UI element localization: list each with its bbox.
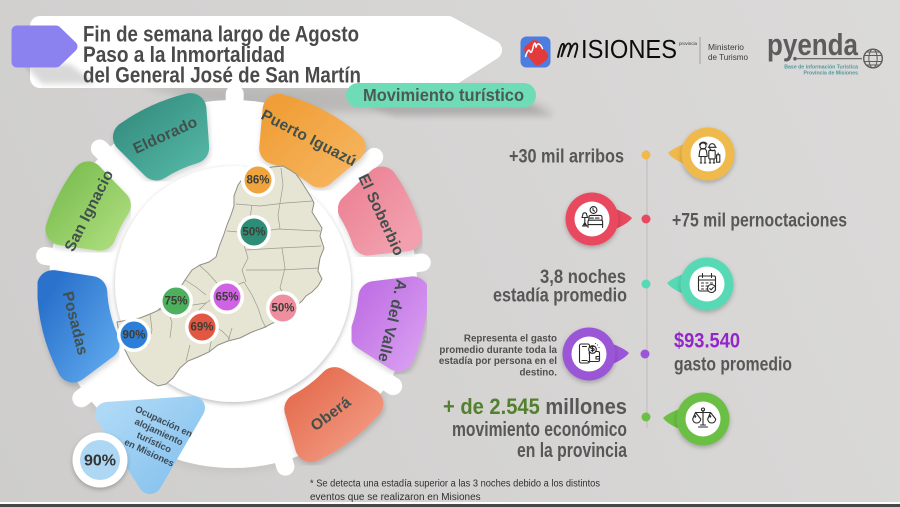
svg-text:Representa el gasto: Representa el gasto — [464, 334, 557, 345]
svg-text:destino.: destino. — [519, 367, 557, 378]
svg-text:en la provincia: en la provincia — [517, 440, 628, 462]
svg-text:+75 mil pernoctaciones: +75 mil pernoctaciones — [672, 211, 847, 232]
svg-text:50%: 50% — [271, 303, 294, 315]
svg-text:pyenda: pyenda — [767, 27, 859, 62]
svg-text:estadía promedio: estadía promedio — [493, 286, 627, 307]
svg-text:* Se detecta una estadía super: * Se detecta una estadía superior a las … — [310, 479, 600, 490]
svg-text:estadía por persona en el: estadía por persona en el — [439, 356, 557, 367]
svg-text:50%: 50% — [242, 227, 265, 239]
svg-text:+ de 2.545 millones: + de 2.545 millones — [443, 394, 627, 419]
svg-text:90%: 90% — [122, 330, 145, 342]
svg-text:65%: 65% — [215, 292, 238, 304]
svg-text:movimiento económico: movimiento económico — [452, 419, 627, 441]
svg-text:promedio durante toda la: promedio durante toda la — [439, 345, 557, 356]
svg-text:86%: 86% — [246, 175, 269, 187]
svg-text:3,8 noches: 3,8 noches — [540, 267, 626, 288]
svg-text:Paso a la Inmortalidad: Paso a la Inmortalidad — [83, 42, 285, 67]
svg-text:ISIONES: ISIONES — [581, 36, 677, 64]
svg-text:75%: 75% — [164, 296, 187, 308]
svg-text:provincia: provincia — [679, 41, 698, 46]
svg-text:69%: 69% — [190, 322, 213, 334]
svg-text:Movimiento turístico: Movimiento turístico — [363, 85, 524, 105]
svg-text:gasto promedio: gasto promedio — [674, 354, 792, 376]
svg-text:Base de información Turística: Base de información Turística — [784, 65, 858, 71]
svg-text:de Turismo: de Turismo — [708, 53, 748, 62]
svg-text:del General José de San Martín: del General José de San Martín — [83, 63, 361, 88]
svg-text:Fin de semana largo de Agosto: Fin de semana largo de Agosto — [83, 22, 359, 47]
svg-text:90%: 90% — [84, 453, 116, 470]
svg-text:+30 mil arribos: +30 mil arribos — [509, 147, 624, 168]
svg-text:Ministerio: Ministerio — [708, 43, 744, 52]
svg-text:Provincia de Misiones: Provincia de Misiones — [804, 71, 859, 77]
svg-text:$93.540: $93.540 — [674, 329, 740, 353]
svg-text:eventos que se realizaron en M: eventos que se realizaron en Misiones — [310, 492, 481, 503]
